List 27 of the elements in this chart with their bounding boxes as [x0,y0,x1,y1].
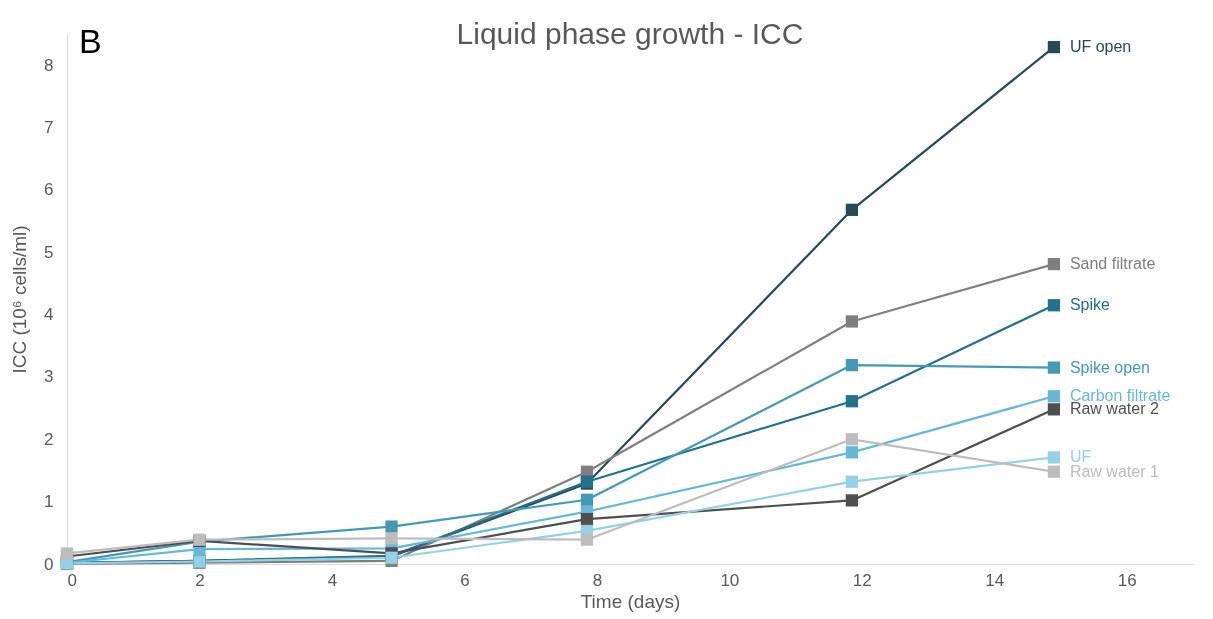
x-tick-label: 2 [195,570,205,590]
x-tick-label: 14 [985,570,1005,590]
series-label: Sand filtrate [1069,255,1156,273]
y-tick-label: 5 [44,242,54,262]
y-tick-label: 7 [44,118,54,138]
x-axis-title: Time (days) [580,590,681,612]
y-tick-label: 1 [44,492,54,512]
y-tick-label: 2 [44,429,54,449]
y-axis-title: ICC (10⁶ cells/ml) [9,225,31,374]
x-tick-label: 16 [1117,570,1137,590]
y-tick-label: 3 [44,367,54,387]
x-tick-label: 8 [592,570,603,590]
series-label: Spike open [1069,358,1150,376]
x-tick-label: 0 [67,570,77,590]
y-tick-label: 6 [44,180,54,200]
x-tick-label: 6 [460,570,470,590]
y-tick-label: 4 [44,305,54,325]
x-tick-label: 12 [852,570,872,590]
chart-title: Liquid phase growth - ICC [456,17,804,50]
x-tick-label: 10 [720,570,740,590]
y-tick-label: 8 [44,55,54,75]
series-label: Raw water 2 [1069,400,1159,418]
x-tick-label: 4 [327,570,338,590]
series-label: Spike [1069,296,1111,314]
y-tick-label: 0 [44,554,54,574]
annotation: B [79,22,102,60]
series-label: UF open [1069,38,1132,56]
